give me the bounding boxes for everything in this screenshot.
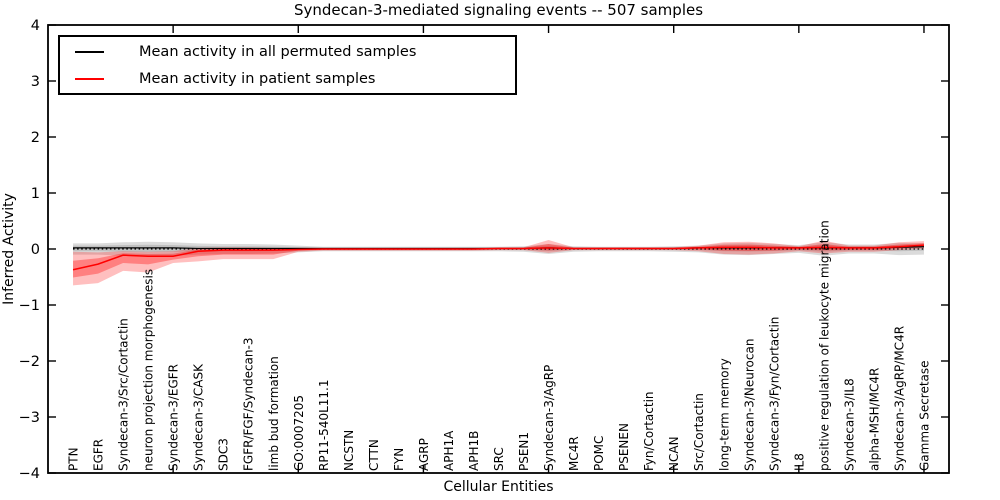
legend: Mean activity in all permuted samples Me… — [58, 35, 517, 95]
category-label: Src/Cortactin — [692, 393, 706, 471]
y-tick-label: 3 — [31, 74, 40, 90]
patient-band-inner — [73, 243, 924, 278]
category-label: APH1B — [467, 431, 481, 471]
category-label: Syndecan-3/Src/Cortactin — [117, 318, 131, 471]
category-label: PSENEN — [617, 423, 631, 471]
category-label: SDC3 — [217, 438, 231, 471]
category-label: RP11-540L11.1 — [317, 380, 331, 471]
category-label: GO:0007205 — [292, 395, 306, 471]
legend-label-permuted: Mean activity in all permuted samples — [139, 43, 417, 60]
category-label: EGFR — [92, 439, 106, 471]
x-axis-label: Cellular Entities — [443, 479, 554, 495]
category-label: NCSTN — [342, 430, 356, 471]
category-label: IL8 — [792, 453, 806, 471]
category-label: Syndecan-3/AgRP/MC4R — [892, 326, 906, 471]
category-label: neuron projection morphogenesis — [142, 269, 156, 471]
legend-item-permuted: Mean activity in all permuted samples — [60, 42, 515, 62]
category-label: AGRP — [417, 438, 431, 471]
patient-mean-line — [72, 244, 925, 271]
y-tick-label: −1 — [19, 298, 40, 314]
category-label: PSEN1 — [517, 432, 531, 471]
patient-band — [73, 240, 924, 286]
category-label: Syndecan-3/IL8 — [842, 378, 856, 471]
category-label: long-term memory — [717, 358, 731, 471]
legend-label-patient: Mean activity in patient samples — [139, 70, 376, 87]
y-tick-label: −2 — [19, 354, 40, 370]
y-tick-label: −3 — [19, 410, 40, 426]
category-label: MC4R — [567, 436, 581, 471]
permuted-line-swatch — [75, 50, 104, 53]
category-label: SRC — [492, 447, 506, 471]
legend-item-patient: Mean activity in patient samples — [60, 69, 515, 89]
category-label: PTN — [67, 447, 81, 471]
category-label: Fyn/Cortactin — [642, 391, 656, 471]
category-label: NCAN — [667, 436, 681, 471]
y-tick-label: 1 — [31, 186, 40, 202]
chart-title: Syndecan-3-mediated signaling events -- … — [293, 1, 704, 19]
category-label: Gamma Secretase — [917, 360, 931, 471]
category-label: limb bud formation — [267, 356, 281, 471]
category-label: alpha-MSH/MC4R — [867, 368, 881, 471]
category-label: positive regulation of leukocyte migrati… — [817, 220, 831, 471]
category-label: Syndecan-3/CASK — [192, 363, 206, 471]
category-label: POMC — [592, 436, 606, 471]
category-label: Syndecan-3/AgRP — [542, 365, 556, 471]
y-tick-label: 2 — [31, 130, 40, 146]
y-tick-label: 0 — [31, 242, 40, 258]
category-label: FGFR/FGF/Syndecan-3 — [242, 338, 256, 471]
y-axis-label: Inferred Activity — [1, 193, 17, 305]
y-tick-label: 4 — [31, 18, 40, 34]
category-label: Syndecan-3/EGFR — [167, 364, 181, 471]
patient-line-swatch — [75, 77, 104, 80]
category-label: FYN — [392, 448, 406, 471]
category-label: CTTN — [367, 439, 381, 471]
y-tick-label: −4 — [19, 466, 40, 482]
category-label: Syndecan-3/Neurocan — [742, 339, 756, 471]
category-label: Syndecan-3/Fyn/Cortactin — [767, 317, 781, 471]
category-label: APH1A — [442, 430, 456, 471]
